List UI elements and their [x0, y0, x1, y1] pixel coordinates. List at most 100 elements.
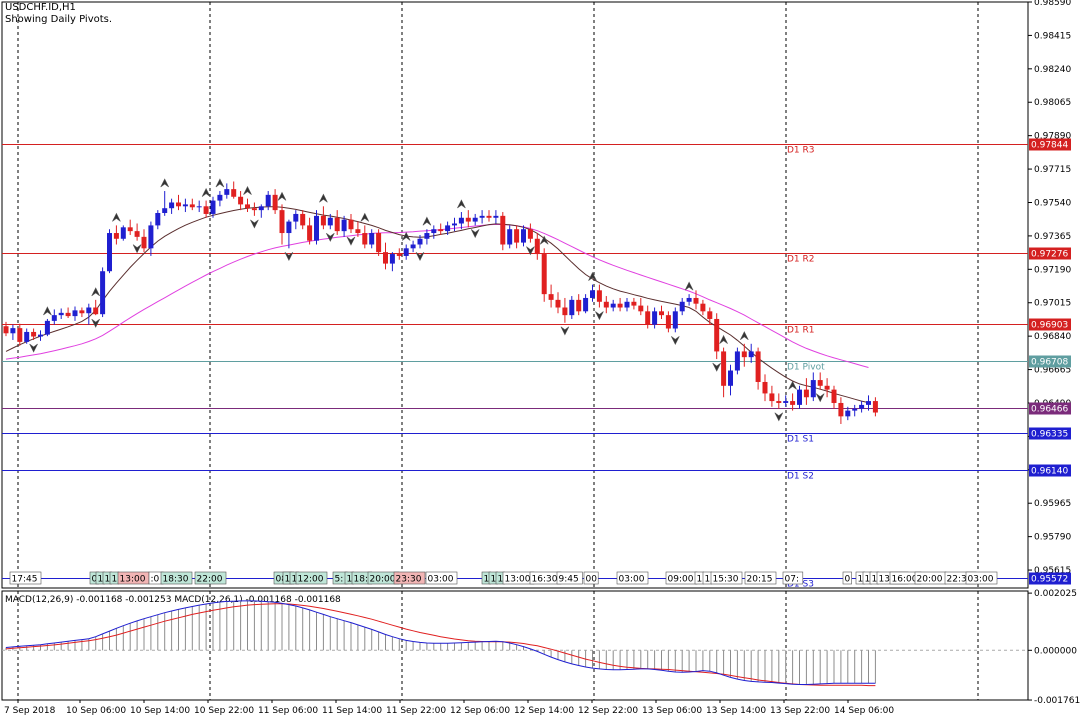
fractal-down-arrow: [132, 244, 142, 254]
candle-body: [831, 389, 837, 403]
candle-body: [638, 305, 644, 312]
pivot-price-tag: [1029, 318, 1071, 331]
candle-body: [665, 315, 671, 329]
candle-body: [769, 393, 775, 402]
candle-body: [245, 204, 250, 209]
pivot-price-tag: [1029, 464, 1071, 477]
session-label-box: [425, 571, 458, 585]
session-label-text: 20:15: [747, 575, 773, 585]
candle-body: [65, 312, 71, 317]
candle-body: [521, 229, 526, 243]
fractal-up-arrow: [457, 199, 466, 209]
session-label-text: :0: [151, 575, 160, 585]
session-label-text: 03:00: [968, 575, 994, 585]
candle-body: [24, 331, 30, 342]
session-label-text: 0: [845, 575, 851, 585]
candle-body: [134, 231, 140, 237]
fractal-up-arrow: [719, 334, 728, 344]
candle-body: [783, 401, 789, 403]
pivot-price-tag-text: 0.96708: [1031, 358, 1068, 368]
fractal-up-arrow: [422, 216, 432, 226]
candle-body: [141, 236, 147, 249]
price-tick-label: 0.98065: [1034, 98, 1071, 108]
time-tick-label: 11 Sep 14:00: [322, 706, 382, 716]
fractal-up-arrow: [91, 287, 100, 297]
candle-body: [859, 404, 865, 409]
session-label-box: [965, 571, 998, 585]
session-label-box: [160, 571, 193, 585]
candle-body: [3, 326, 9, 334]
session-label-box: [842, 571, 852, 585]
macd-pane-frame: [1, 590, 1029, 701]
candle-body: [548, 294, 554, 300]
candle-body: [693, 297, 699, 304]
candle-body: [265, 194, 271, 207]
pivot-caption: Showing Daily Pivots.: [5, 14, 113, 25]
session-label-text: 15:30: [713, 575, 739, 585]
session-label-text: 22:30: [947, 575, 973, 585]
candle-body: [300, 213, 306, 226]
time-tick-label: 13 Sep 22:00: [770, 706, 830, 716]
candle-body: [189, 204, 195, 208]
fractal-up-arrow: [401, 231, 411, 241]
time-tick-label: 10 Sep 06:00: [66, 706, 126, 716]
session-label-text: 1: [858, 575, 864, 585]
fractal-up-arrow: [588, 271, 597, 281]
candle-body: [797, 389, 802, 405]
session-label-text: 23:30: [396, 575, 422, 585]
candle-body: [196, 206, 202, 208]
time-tick-label: 13 Sep 14:00: [706, 706, 766, 716]
current-price-tag-text: 0.96466: [1031, 405, 1068, 415]
pivot-price-tag-text: 0.95572: [1031, 575, 1068, 585]
price-tick-label: 0.97190: [1034, 265, 1071, 275]
candle-body: [624, 301, 630, 308]
candle-body: [238, 196, 244, 205]
pivot-price-tag-text: 0.97844: [1031, 141, 1068, 151]
fractal-down-arrow: [284, 252, 294, 261]
fractal-up-arrow: [539, 235, 549, 245]
price-tick-label: 0.97365: [1034, 232, 1071, 242]
session-label-text: 1: [105, 575, 111, 585]
candle-body: [541, 254, 547, 295]
price-tick-label: 0.98240: [1034, 65, 1071, 75]
candle-body: [148, 225, 154, 249]
candle-body: [383, 252, 388, 264]
pivot-price-tag: [1029, 138, 1071, 151]
session-label-box: [9, 571, 42, 585]
time-tick-label: 12 Sep 22:00: [578, 706, 638, 716]
candle-body: [10, 328, 16, 334]
candle-body: [155, 212, 161, 226]
candle-body: [224, 189, 230, 195]
candle-body: [410, 244, 416, 249]
candle-body: [838, 402, 844, 417]
session-label-text: 09:00: [668, 575, 694, 585]
fractal-down-arrow: [526, 246, 535, 256]
candle-body: [472, 217, 478, 222]
price-tick-label: 0.97890: [1034, 132, 1071, 142]
time-tick-label: 13 Sep 06:00: [642, 706, 702, 716]
pivot-price-tag-text: 0.96140: [1031, 467, 1068, 477]
price-tick-label: 0.97015: [1034, 299, 1071, 309]
candle-body: [507, 229, 513, 245]
candle-body: [348, 219, 354, 230]
candle-body: [182, 204, 188, 207]
fractal-up-arrow: [112, 212, 121, 222]
candle-body: [452, 223, 457, 226]
session-label-box: [295, 571, 328, 585]
candle-body: [866, 401, 871, 405]
fractal-down-arrow: [29, 343, 38, 353]
candle-body: [672, 311, 678, 329]
session-label-text: 13:00: [505, 575, 531, 585]
candle-body: [231, 189, 237, 197]
candle-body: [534, 238, 540, 255]
candle-body: [376, 233, 382, 253]
candle-body: [824, 385, 830, 390]
candle-body: [845, 410, 851, 417]
fractal-up-arrow: [43, 306, 52, 316]
session-label-text: 1: [491, 575, 497, 585]
time-tick-label: 12 Sep 14:00: [514, 706, 574, 716]
price-pane-frame: [1, 1, 1029, 589]
price-tick-label: 0.98590: [1034, 0, 1071, 8]
candle-body: [603, 301, 609, 308]
